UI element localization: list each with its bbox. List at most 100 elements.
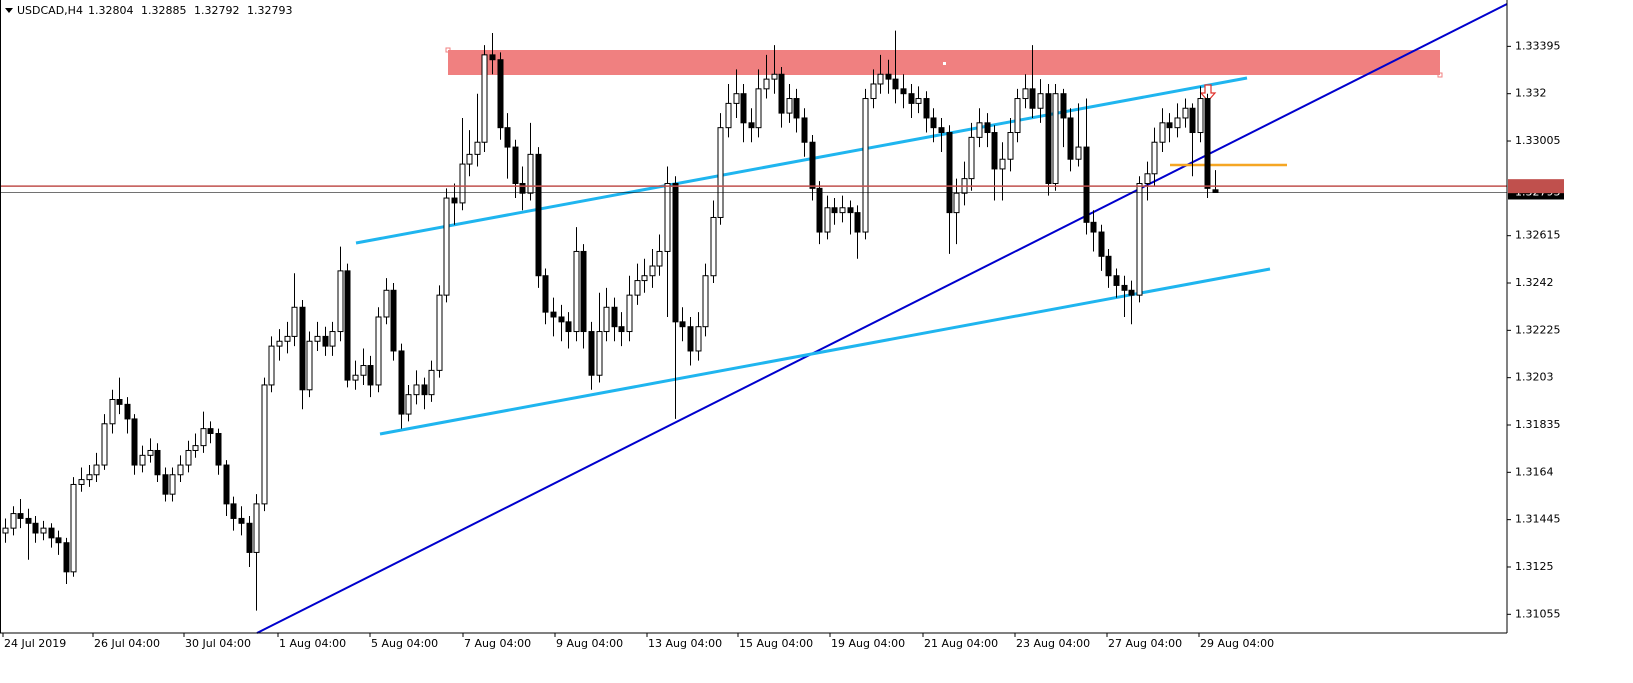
candle-body (299, 306, 306, 391)
candle-body (93, 464, 100, 476)
price-label-box (1508, 179, 1564, 194)
y-tick-label: 1.3125 (1515, 560, 1554, 573)
candle-body (1075, 146, 1082, 160)
ohlc-close: 1.32793 (247, 4, 293, 17)
candle-body (398, 350, 405, 415)
channel-line (355, 76, 1248, 245)
candle-body (421, 384, 428, 396)
candle-body (383, 289, 390, 318)
candle-body (771, 73, 778, 80)
x-tick-label: 24 Jul 2019 (4, 637, 66, 650)
candle-body (109, 399, 116, 425)
candle-body (390, 289, 397, 352)
x-tick-label: 21 Aug 04:00 (924, 637, 998, 650)
candle-body (824, 207, 831, 233)
candle-body (2, 527, 9, 534)
candle-body (702, 275, 709, 328)
x-tick-label: 7 Aug 04:00 (464, 637, 531, 650)
candle-body (329, 331, 336, 347)
x-tick-label: 29 Aug 04:00 (1200, 637, 1274, 650)
candle-body (641, 275, 648, 282)
y-tick-label: 1.31835 (1515, 418, 1561, 431)
candle-body (1052, 93, 1059, 184)
candle-body (497, 59, 504, 129)
candle-body (1144, 173, 1151, 184)
candle-body (596, 331, 603, 376)
candle-body (246, 522, 253, 553)
channel-line (379, 267, 1271, 436)
candle-body (968, 136, 975, 180)
candle-body (322, 335, 329, 347)
candle-body (755, 88, 762, 129)
candle-body (1136, 182, 1143, 296)
candle-body (1197, 98, 1204, 134)
candle-body (946, 132, 953, 214)
candle-body (17, 513, 24, 519)
candle-body (748, 122, 755, 129)
candle-body (573, 250, 580, 333)
zone-handle (943, 62, 946, 65)
candle-body (725, 102, 732, 129)
x-tick-label: 13 Aug 04:00 (648, 637, 722, 650)
candle-body (1029, 88, 1036, 109)
candle-body (253, 503, 260, 553)
x-tick-label: 5 Aug 04:00 (371, 637, 438, 650)
candle-body (504, 127, 511, 148)
y-tick-label: 1.31445 (1515, 513, 1561, 526)
candle-body (717, 127, 724, 218)
zone-handle (445, 47, 451, 53)
candle-body (223, 464, 230, 505)
ohlc-high: 1.32885 (141, 4, 187, 17)
candle-body (360, 365, 367, 376)
candle-body (63, 542, 70, 573)
candle-body (230, 503, 237, 519)
candle-body (710, 216, 717, 277)
candle-body (481, 54, 488, 143)
candle-body (1182, 107, 1189, 119)
x-tick-label: 15 Aug 04:00 (739, 637, 813, 650)
candle-body (672, 182, 679, 323)
symbol: USDCAD,H4 (17, 4, 83, 17)
candle-body (786, 98, 793, 114)
candle-body (831, 207, 838, 214)
candle-body (603, 306, 610, 333)
zone-handle (1437, 72, 1443, 78)
candle-body (930, 117, 937, 129)
candle-body (1159, 122, 1166, 143)
y-tick-label: 1.3203 (1515, 371, 1554, 384)
candle-body (32, 522, 39, 534)
candle-body (459, 163, 466, 204)
candle-body (337, 270, 344, 333)
candle-body (116, 399, 123, 405)
y-tick-label: 1.32615 (1515, 229, 1561, 242)
candle-body (200, 428, 207, 447)
candle-body (474, 141, 481, 155)
candle-body (1090, 221, 1097, 233)
candle-body (1060, 93, 1067, 119)
ohlc-open: 1.32804 (88, 4, 134, 17)
candle-body (451, 197, 458, 204)
candle-body (915, 98, 922, 104)
candle-body (436, 294, 443, 371)
candle-body (847, 207, 854, 214)
candle-body (405, 394, 412, 415)
candle-body (740, 93, 747, 124)
candle-body (634, 280, 641, 296)
candle-body (1204, 98, 1211, 189)
candle-body (131, 418, 138, 466)
candle-body (679, 321, 686, 328)
trend-line (256, 3, 1508, 634)
candle-body (649, 265, 656, 277)
x-tick-label: 27 Aug 04:00 (1108, 637, 1182, 650)
candle-body (1067, 117, 1074, 160)
candle-body (1121, 284, 1128, 291)
candle-body (1105, 255, 1112, 277)
candle-body (664, 182, 671, 252)
candle-body (763, 78, 770, 90)
y-tick-label: 1.33005 (1515, 134, 1561, 147)
x-tick-label: 19 Aug 04:00 (831, 637, 905, 650)
candle-body (124, 403, 131, 420)
y-tick-label: 1.3164 (1515, 465, 1554, 478)
candle-body (550, 311, 557, 318)
